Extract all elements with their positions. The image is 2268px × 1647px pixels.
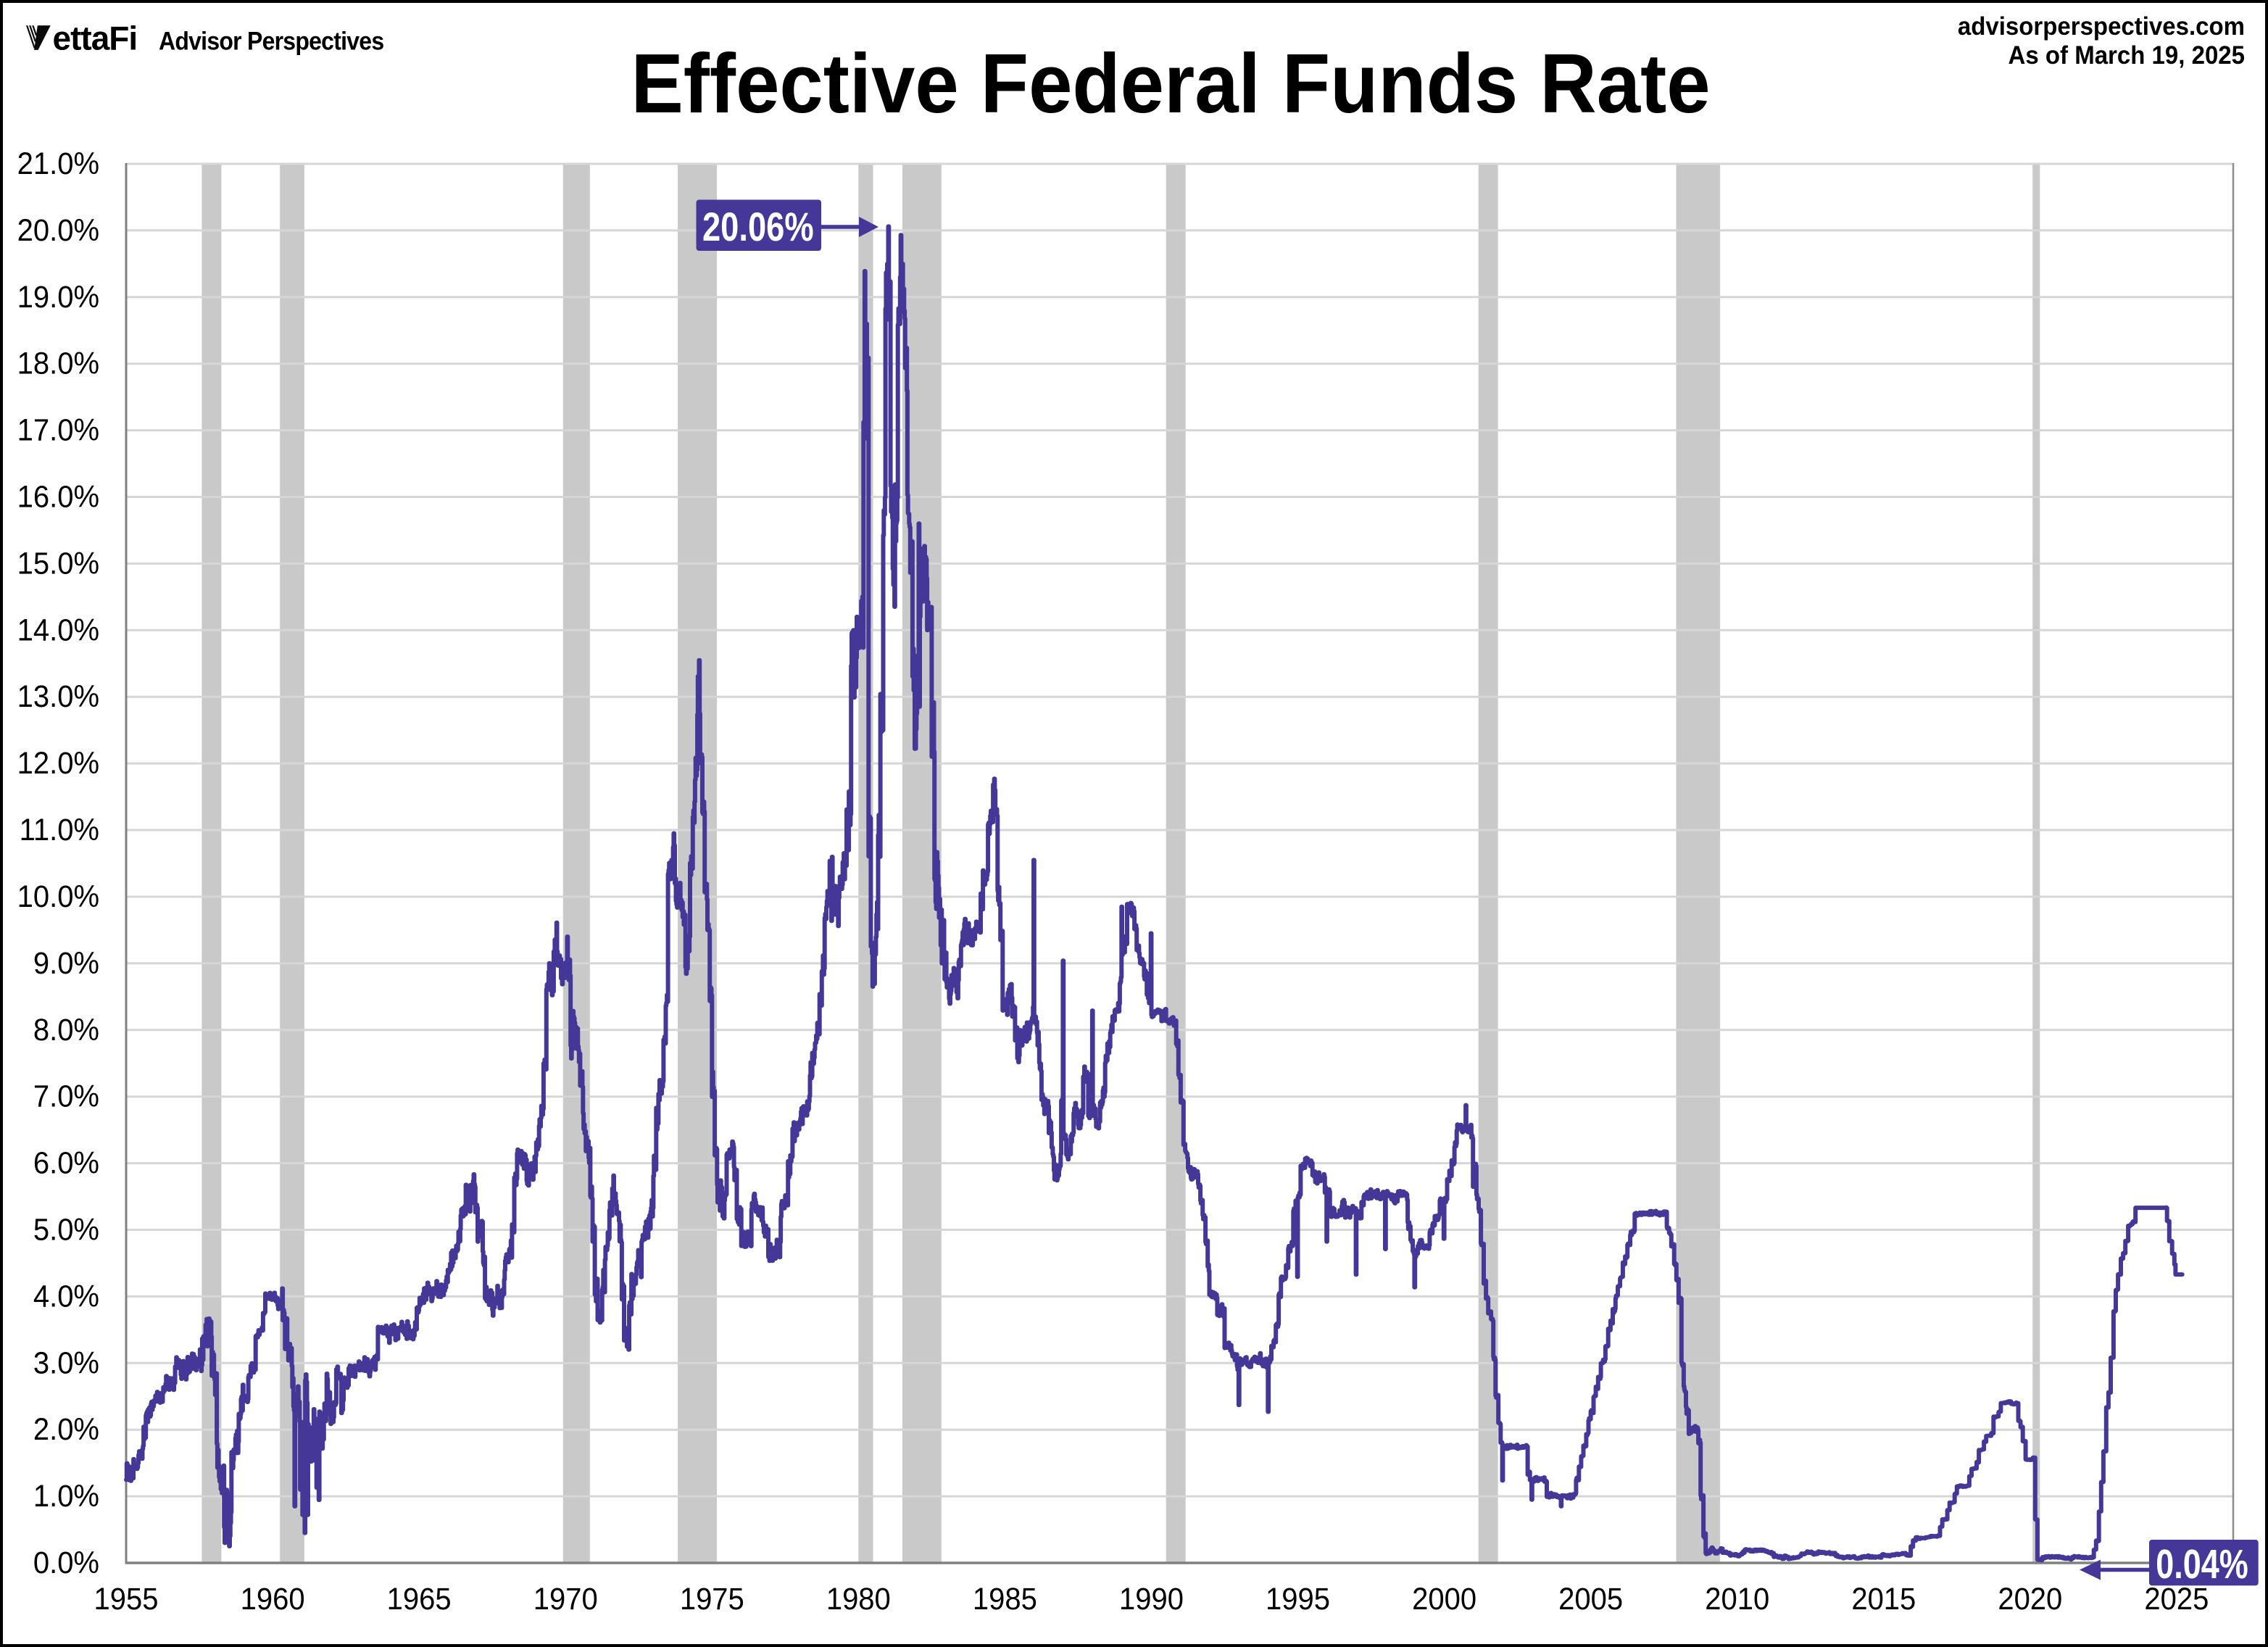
svg-text:10.0%: 10.0% (17, 879, 99, 914)
svg-text:21.0%: 21.0% (17, 146, 99, 181)
svg-text:3.0%: 3.0% (33, 1345, 99, 1380)
svg-text:2020: 2020 (1998, 1581, 2062, 1617)
svg-text:20.06%: 20.06% (702, 204, 814, 249)
svg-text:15.0%: 15.0% (17, 545, 99, 581)
svg-text:1960: 1960 (241, 1581, 305, 1617)
svg-text:8.0%: 8.0% (33, 1011, 99, 1047)
svg-text:Effective Federal Funds Rate: Effective Federal Funds Rate (631, 36, 1710, 130)
svg-text:0.0%: 0.0% (33, 1545, 99, 1580)
svg-text:16.0%: 16.0% (17, 478, 99, 514)
svg-text:4.0%: 4.0% (33, 1278, 99, 1314)
svg-text:1.0%: 1.0% (33, 1478, 99, 1514)
svg-text:1995: 1995 (1266, 1581, 1330, 1617)
svg-text:11.0%: 11.0% (20, 812, 99, 847)
svg-text:1970: 1970 (533, 1581, 598, 1617)
svg-text:2000: 2000 (1412, 1581, 1476, 1617)
svg-text:7.0%: 7.0% (33, 1078, 99, 1113)
svg-text:1980: 1980 (826, 1581, 891, 1617)
svg-text:0.04%: 0.04% (2156, 1541, 2248, 1587)
svg-text:18.0%: 18.0% (17, 345, 99, 381)
svg-text:2025: 2025 (2144, 1581, 2209, 1617)
svg-text:9.0%: 9.0% (33, 945, 99, 981)
svg-text:Advisor Perspectives: Advisor Perspectives (159, 28, 383, 56)
svg-text:1985: 1985 (973, 1581, 1037, 1617)
svg-text:2015: 2015 (1851, 1581, 1916, 1617)
svg-text:5.0%: 5.0% (33, 1211, 99, 1247)
svg-text:ettaFi: ettaFi (53, 20, 138, 57)
svg-text:19.0%: 19.0% (17, 278, 99, 314)
svg-text:1955: 1955 (94, 1581, 159, 1617)
svg-text:advisorperspectives.com: advisorperspectives.com (1958, 12, 2245, 41)
svg-text:20.0%: 20.0% (17, 212, 99, 248)
svg-text:2005: 2005 (1558, 1581, 1623, 1617)
svg-text:12.0%: 12.0% (17, 745, 99, 781)
svg-text:2010: 2010 (1705, 1581, 1769, 1617)
svg-text:As of March 19, 2025: As of March 19, 2025 (2009, 41, 2245, 70)
svg-text:13.0%: 13.0% (17, 679, 99, 714)
svg-text:6.0%: 6.0% (33, 1145, 99, 1180)
svg-text:1990: 1990 (1119, 1581, 1184, 1617)
svg-text:17.0%: 17.0% (17, 412, 99, 447)
svg-text:1975: 1975 (680, 1581, 744, 1617)
svg-text:14.0%: 14.0% (17, 612, 99, 647)
svg-text:1965: 1965 (387, 1581, 452, 1617)
svg-text:2.0%: 2.0% (33, 1411, 99, 1447)
